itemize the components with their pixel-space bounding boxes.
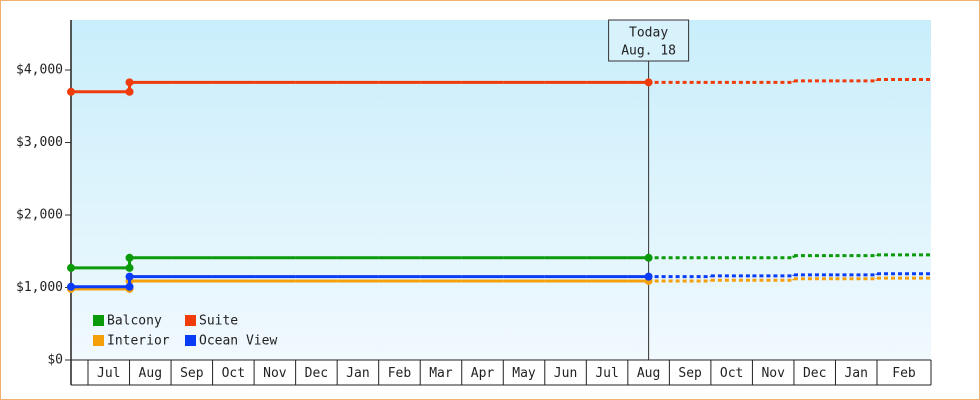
- series: [67, 272, 931, 291]
- legend-swatch: [185, 335, 196, 346]
- x-tick-label: Aug: [139, 366, 162, 381]
- legend-label: Suite: [199, 314, 238, 329]
- today-box: [608, 19, 690, 62]
- series: [67, 253, 931, 272]
- price-point: [125, 263, 134, 272]
- x-tick-label: Apr: [471, 366, 495, 381]
- price-point: [67, 282, 75, 291]
- x-tick-label: Jan: [844, 366, 867, 381]
- price-point: [67, 263, 75, 272]
- series: [67, 77, 931, 96]
- x-tick-label: Jul: [595, 366, 618, 381]
- x-tick-label: May: [512, 366, 536, 381]
- x-tick-label: Jul: [97, 366, 120, 381]
- price-point: [644, 272, 653, 281]
- x-tick-label: Sep: [180, 366, 204, 381]
- x-tick-label: Dec: [305, 366, 328, 381]
- price-point: [644, 253, 653, 262]
- y-tick-label: $3,000: [16, 135, 63, 150]
- legend-swatch: [185, 315, 196, 326]
- x-tick-label: Jun: [554, 366, 577, 381]
- legend-label: Interior: [107, 334, 170, 349]
- legend-swatch: [93, 335, 104, 346]
- legend-label: Ocean View: [199, 334, 277, 349]
- x-tick-label: Aug: [637, 366, 660, 381]
- x-tick-label: Jan: [346, 366, 369, 381]
- plot-area: [71, 20, 931, 360]
- x-tick-label: Nov: [761, 366, 785, 381]
- price-point: [125, 87, 134, 96]
- x-tick-label: Nov: [263, 366, 287, 381]
- price-point: [644, 78, 653, 87]
- x-tick-label: Mar: [429, 366, 453, 381]
- price-point: [67, 87, 75, 96]
- x-tick-label: Feb: [388, 366, 412, 381]
- y-tick-label: $1,000: [16, 280, 63, 295]
- price-point: [125, 78, 134, 87]
- price-point: [125, 253, 134, 262]
- x-tick-label: Oct: [720, 366, 743, 381]
- y-tick-label: $0: [47, 353, 63, 368]
- price-point: [125, 272, 134, 281]
- price-point: [125, 282, 134, 291]
- today-date: Aug. 18: [621, 44, 676, 59]
- legend-label: Balcony: [107, 314, 162, 329]
- today-title: Today: [629, 26, 668, 41]
- y-tick-label: $2,000: [16, 208, 63, 223]
- y-tick-label: $4,000: [16, 63, 63, 78]
- x-tick-label: Sep: [678, 366, 702, 381]
- x-tick-label: Oct: [222, 366, 245, 381]
- x-tick-label: Feb: [892, 366, 916, 381]
- legend-swatch: [93, 315, 104, 326]
- x-tick-label: Dec: [803, 366, 826, 381]
